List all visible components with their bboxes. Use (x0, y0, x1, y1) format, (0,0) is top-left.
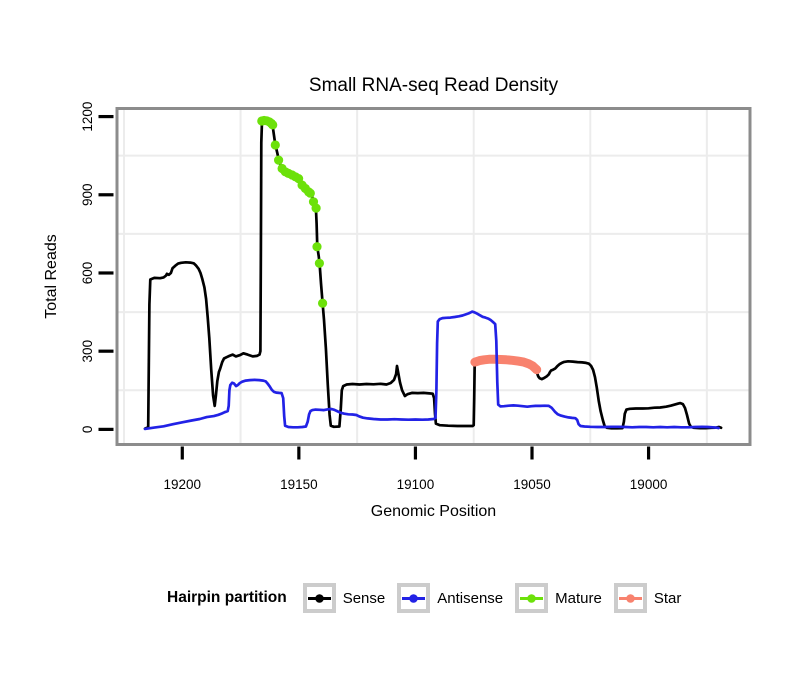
antisense-line (143, 310, 720, 431)
x-tick-label: 19050 (513, 477, 551, 492)
x-tick-label: 19100 (397, 477, 435, 492)
y-tick-label: 900 (80, 184, 95, 207)
legend-key-star: Star (613, 583, 682, 613)
x-tick-label: 19200 (164, 477, 202, 492)
sense-line (143, 119, 723, 430)
legend: Hairpin partition Sense Antisense Mature St… (167, 581, 693, 615)
legend-label-star: Star (653, 589, 682, 607)
legend-key-mature: Mature (515, 583, 602, 613)
mature-dot (305, 188, 315, 198)
legend-title: Hairpin partition (167, 589, 287, 606)
mature-dot (318, 298, 328, 308)
data-series (143, 115, 723, 431)
legend-items: Sense Antisense Mature Star (302, 583, 694, 613)
legend-glyph-star-icon (618, 593, 642, 603)
x-tick-label: 19150 (280, 477, 318, 492)
star-line (470, 354, 542, 375)
mature-dot (274, 155, 284, 165)
mature-dot (314, 258, 324, 268)
legend-glyph-box (302, 583, 336, 613)
legend-glyph-box (613, 583, 647, 613)
legend-label-antisense: Antisense (437, 589, 504, 607)
y-tick-label: 300 (80, 340, 95, 363)
x-axis-title: Genomic Position (371, 503, 496, 520)
axis-tick-labels: 19200 19150 19100 19050 19000 0 300 600 900 1200 (80, 102, 667, 492)
mature-dot (270, 140, 280, 150)
legend-glyph-mature-icon (520, 593, 544, 603)
mature-dot (268, 120, 278, 130)
mature-dot (311, 203, 321, 213)
mature-dot (312, 242, 322, 252)
y-tick-label: 0 (80, 426, 95, 434)
y-tick-label: 600 (80, 262, 95, 285)
axis-ticks (98, 114, 651, 460)
legend-label-sense: Sense (342, 589, 386, 607)
x-tick-label: 19000 (630, 477, 668, 492)
y-axis-title: Total Reads (43, 234, 60, 319)
panel-border (115, 107, 752, 446)
legend-glyph-box (397, 583, 431, 613)
chart-title: Small RNA-seq Read Density (309, 75, 559, 96)
y-tick-label: 1200 (80, 102, 95, 132)
legend-label-mature: Mature (555, 589, 602, 607)
legend-glyph-box (515, 583, 549, 613)
legend-glyph-antisense-icon (402, 593, 426, 603)
legend-key-sense: Sense (302, 583, 386, 613)
mature-points (257, 115, 328, 308)
legend-glyph-sense-icon (307, 593, 331, 603)
legend-key-antisense: Antisense (397, 583, 503, 613)
